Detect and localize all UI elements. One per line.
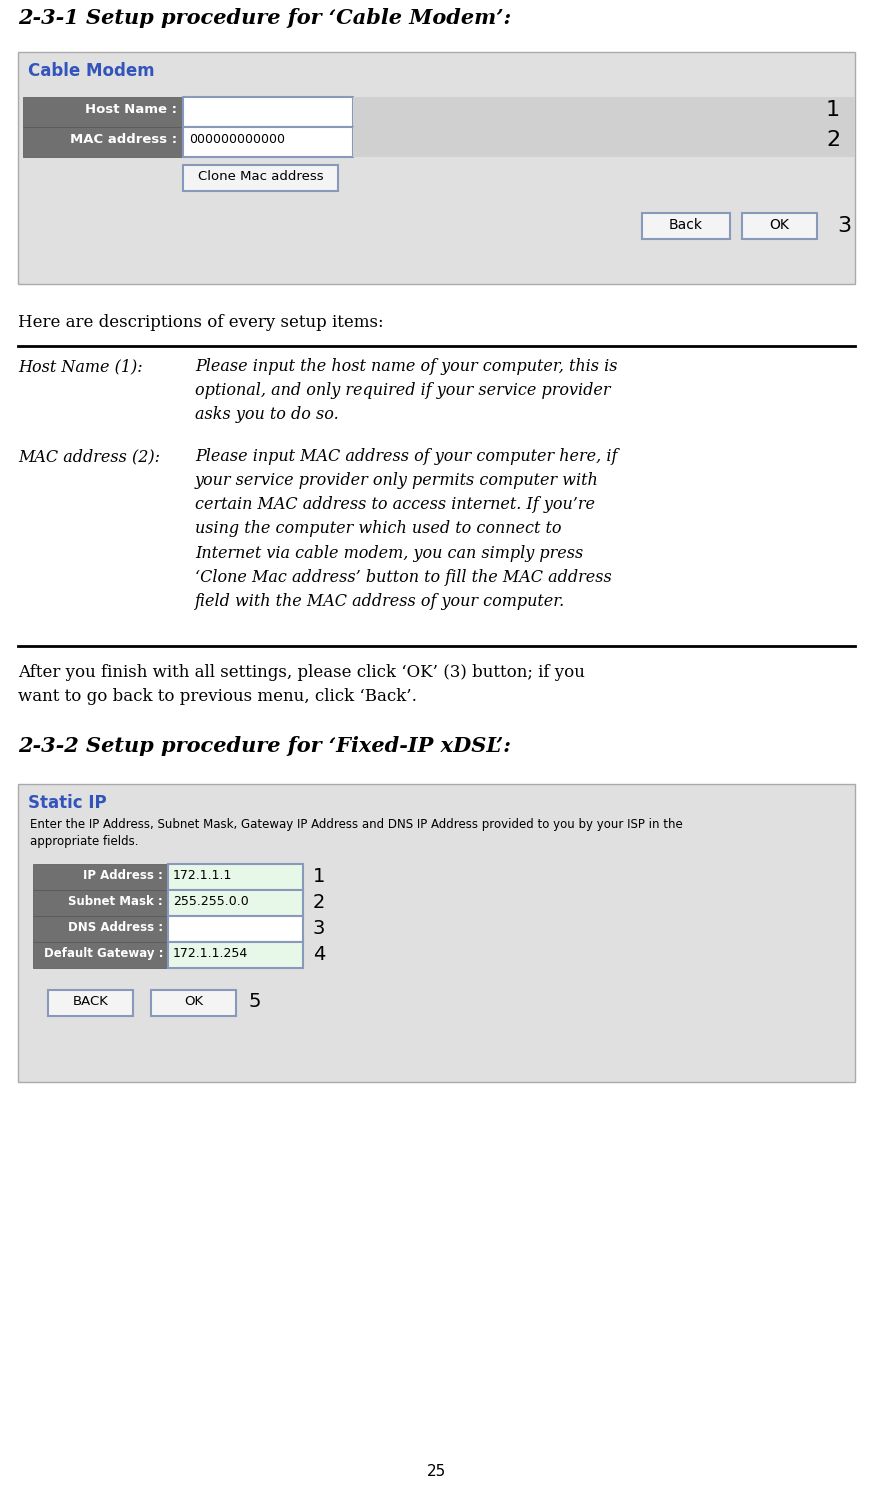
Text: Static IP: Static IP	[28, 794, 107, 811]
Bar	[18, 785, 855, 1082]
Text: 2: 2	[826, 129, 840, 150]
Text: Back: Back	[669, 218, 703, 232]
Text: 5: 5	[248, 993, 260, 1010]
Bar	[183, 97, 353, 126]
Bar	[33, 942, 168, 967]
Bar	[742, 212, 817, 239]
Bar	[168, 863, 303, 890]
Text: 000000000000: 000000000000	[189, 134, 285, 146]
Bar	[48, 990, 133, 1016]
Bar	[33, 890, 168, 915]
Bar	[168, 942, 303, 967]
Text: 2: 2	[313, 893, 326, 912]
Text: Please input MAC address of your computer here, if
your service provider only pe: Please input MAC address of your compute…	[195, 447, 617, 609]
Text: OK: OK	[184, 996, 203, 1008]
Text: DNS Address :: DNS Address :	[68, 921, 163, 935]
Text: 1: 1	[313, 866, 326, 886]
Text: MAC address (2):: MAC address (2):	[18, 447, 160, 465]
Bar	[168, 890, 303, 915]
Text: 25: 25	[427, 1464, 446, 1479]
Bar	[353, 126, 855, 158]
Bar	[183, 165, 338, 192]
Text: Please input the host name of your computer, this is
optional, and only required: Please input the host name of your compu…	[195, 358, 617, 424]
Text: 3: 3	[313, 918, 326, 938]
Text: BACK: BACK	[72, 996, 108, 1008]
Text: 172.1.1.1: 172.1.1.1	[173, 869, 232, 883]
Bar	[33, 915, 168, 942]
Text: Cable Modem: Cable Modem	[28, 62, 155, 80]
Text: 2-3-1 Setup procedure for ‘Cable Modem’:: 2-3-1 Setup procedure for ‘Cable Modem’:	[18, 7, 512, 28]
Bar	[23, 97, 183, 126]
Text: 172.1.1.254: 172.1.1.254	[173, 947, 248, 960]
Text: IP Address :: IP Address :	[83, 869, 163, 883]
Text: Subnet Mask :: Subnet Mask :	[68, 895, 163, 908]
Bar	[183, 126, 353, 158]
Text: Here are descriptions of every setup items:: Here are descriptions of every setup ite…	[18, 314, 383, 331]
Bar	[33, 863, 168, 890]
Text: Clone Mac address: Clone Mac address	[197, 169, 323, 183]
Text: 1: 1	[826, 100, 840, 120]
Text: 255.255.0.0: 255.255.0.0	[173, 895, 249, 908]
Bar	[23, 126, 183, 158]
Text: OK: OK	[770, 218, 789, 232]
Bar	[151, 990, 236, 1016]
Text: 3: 3	[837, 215, 851, 236]
Text: After you finish with all settings, please click ‘OK’ (3) button; if you
want to: After you finish with all settings, plea…	[18, 664, 585, 706]
Text: Enter the IP Address, Subnet Mask, Gateway IP Address and DNS IP Address provide: Enter the IP Address, Subnet Mask, Gatew…	[30, 817, 683, 849]
Text: 4: 4	[313, 945, 326, 964]
Text: Host Name (1):: Host Name (1):	[18, 358, 142, 374]
Text: Default Gateway :: Default Gateway :	[44, 947, 163, 960]
Bar	[353, 97, 855, 126]
Bar	[18, 52, 855, 284]
Text: 2-3-2 Setup procedure for ‘Fixed-IP xDSL’:: 2-3-2 Setup procedure for ‘Fixed-IP xDSL…	[18, 736, 511, 756]
Text: MAC address :: MAC address :	[70, 134, 177, 146]
Text: Host Name :: Host Name :	[85, 103, 177, 116]
Bar	[642, 212, 730, 239]
Bar	[168, 915, 303, 942]
